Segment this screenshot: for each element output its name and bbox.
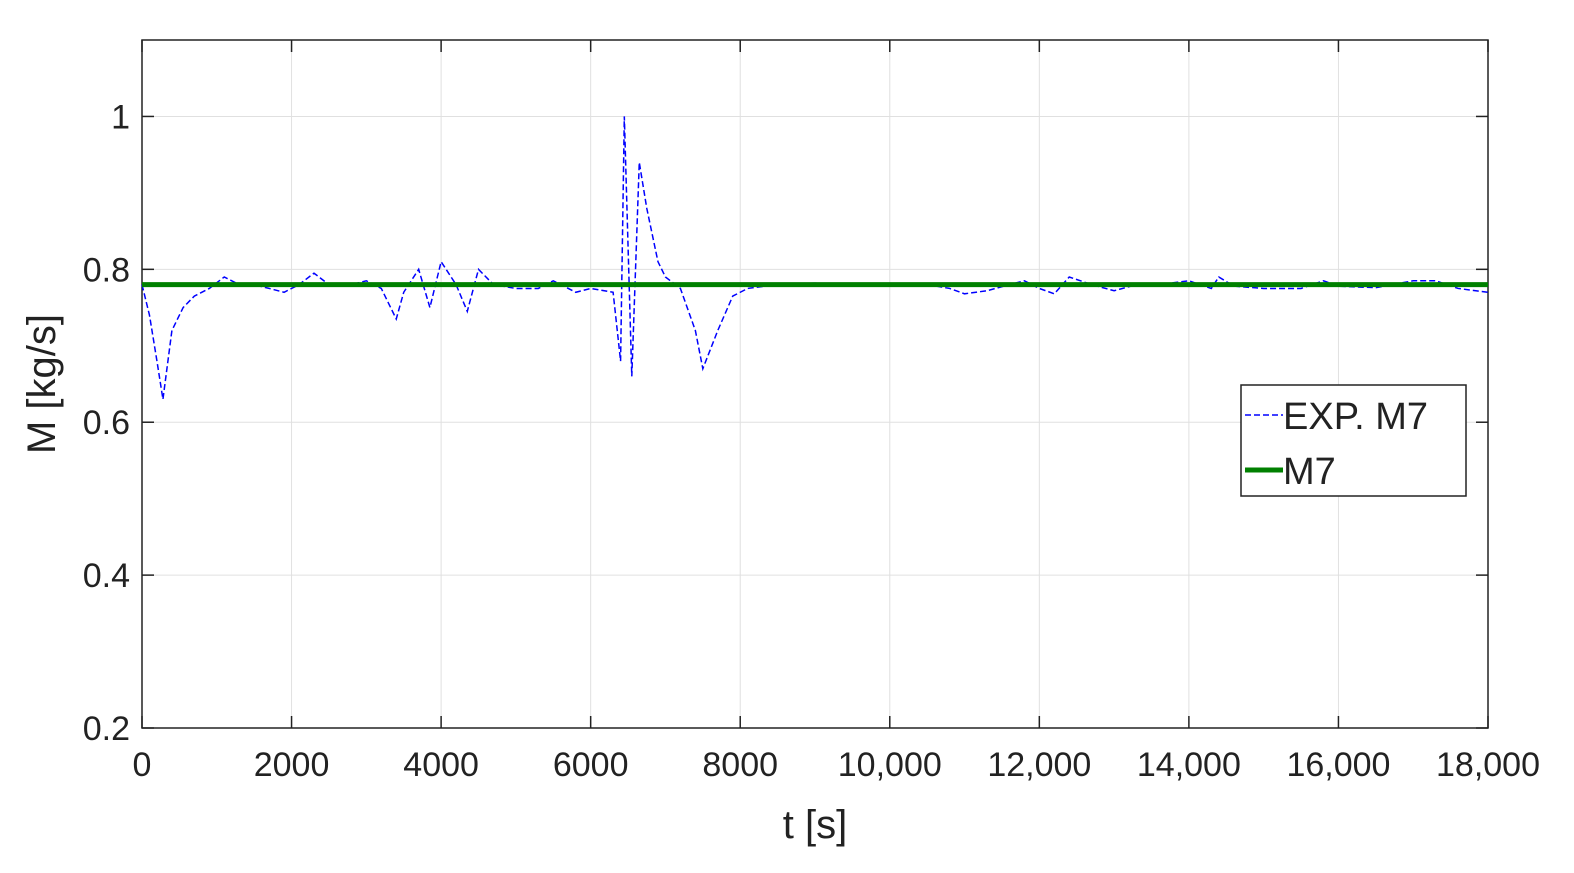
y-tick-label: 0.4: [83, 557, 130, 595]
x-tick-label: 4000: [403, 746, 479, 784]
y-tick-label: 0.2: [83, 710, 130, 748]
y-tick-label: 0.6: [83, 404, 130, 442]
x-tick-label: 16,000: [1286, 746, 1390, 784]
legend-label: EXP. M7: [1283, 396, 1428, 438]
data-line: [141, 116, 1489, 400]
x-tick-label: 8000: [702, 746, 778, 784]
x-tick-label: 12,000: [987, 746, 1091, 784]
y-tick-label: 1: [111, 98, 130, 136]
y-tick-label: 0.8: [83, 251, 130, 289]
x-tick-label: 10,000: [838, 746, 942, 784]
x-tick-label: 18,000: [1436, 746, 1540, 784]
y-axis-label: M [kg/s]: [20, 314, 64, 454]
x-tick-label: 14,000: [1137, 746, 1241, 784]
legend-box: [1240, 384, 1467, 497]
x-tick-label: 6000: [553, 746, 629, 784]
x-axis-label: t [s]: [783, 803, 847, 847]
legend-label: M7: [1283, 451, 1336, 493]
plot-frame: [141, 39, 1489, 729]
x-tick-label: 0: [133, 746, 152, 784]
x-tick-label: 2000: [254, 746, 330, 784]
